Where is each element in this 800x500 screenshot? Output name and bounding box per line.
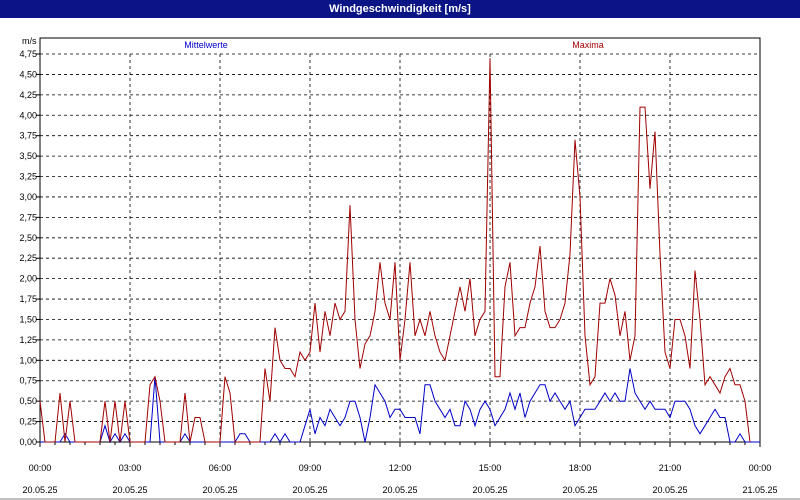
legend-label-mittelwerte: Mittelwerte [184, 40, 228, 50]
x-tick-time: 00:00 [29, 463, 52, 473]
y-tick-label: 3,75 [19, 131, 37, 141]
x-tick-time: 21:00 [659, 463, 682, 473]
x-tick-time: 06:00 [209, 463, 232, 473]
y-tick-label: 1,75 [19, 294, 37, 304]
y-tick-label: 3,50 [19, 151, 37, 161]
x-tick-date: 20.05.25 [562, 485, 597, 495]
y-tick-label: 0,00 [19, 437, 37, 447]
grid [40, 53, 760, 443]
y-tick-label: 1,25 [19, 335, 37, 345]
legend-label-maxima: Maxima [572, 40, 604, 50]
y-tick-label: 3,00 [19, 192, 37, 202]
y-tick-label: 2,50 [19, 233, 37, 243]
window-title: Windgeschwindigkeit [m/s] [0, 0, 800, 18]
x-tick-date: 20.05.25 [382, 485, 417, 495]
y-axis-unit: m/s [22, 36, 37, 46]
y-tick-label: 4,00 [19, 110, 37, 120]
y-tick-label: 1,50 [19, 314, 37, 324]
y-tick-label: 0,50 [19, 396, 37, 406]
series-line-maxima [39, 58, 751, 443]
x-tick-time: 00:00 [749, 463, 772, 473]
y-tick-label: 2,25 [19, 253, 37, 263]
x-tick-time: 12:00 [389, 463, 412, 473]
x-tick-time: 18:00 [569, 463, 592, 473]
x-tick-time: 09:00 [299, 463, 322, 473]
x-tick-date: 20.05.25 [472, 485, 507, 495]
x-tick-date: 20.05.25 [652, 485, 687, 495]
x-tick-date: 20.05.25 [292, 485, 327, 495]
x-tick-time: 15:00 [479, 463, 502, 473]
y-tick-label: 2,00 [19, 274, 37, 284]
y-tick-label: 0,25 [19, 417, 37, 427]
x-tick-time: 03:00 [119, 463, 142, 473]
y-tick-label: 0,75 [19, 376, 37, 386]
x-tick-date: 20.05.25 [202, 485, 237, 495]
x-tick-date: 20.05.25 [22, 485, 57, 495]
series-lines [39, 58, 760, 444]
axes: m/s [0, 36, 800, 500]
y-tick-label: 4,25 [19, 90, 37, 100]
y-tick-label: 4,50 [19, 69, 37, 79]
x-axis: 00:00 20.05.25 03:00 20.05.25 06:00 20.05.25 0… [22, 442, 778, 495]
y-tick-label: 4,75 [19, 49, 37, 59]
x-tick-date: 21.05.25 [742, 485, 777, 495]
wind-speed-chart: m/s 0,00 0,25 0,50 0,75 1,00 1,25 1,50 1,75 2,00… [0, 36, 800, 500]
legend: Mittelwerte Maxima [184, 40, 604, 50]
y-tick-label: 1,00 [19, 355, 37, 365]
y-tick-label: 3,25 [19, 172, 37, 182]
x-tick-date: 20.05.25 [112, 485, 147, 495]
y-axis: 0,00 0,25 0,50 0,75 1,00 1,25 1,50 1,75 2,00 2,25… [19, 49, 40, 447]
series-line-mittelwerte [40, 368, 760, 444]
y-tick-label: 2,75 [19, 212, 37, 222]
